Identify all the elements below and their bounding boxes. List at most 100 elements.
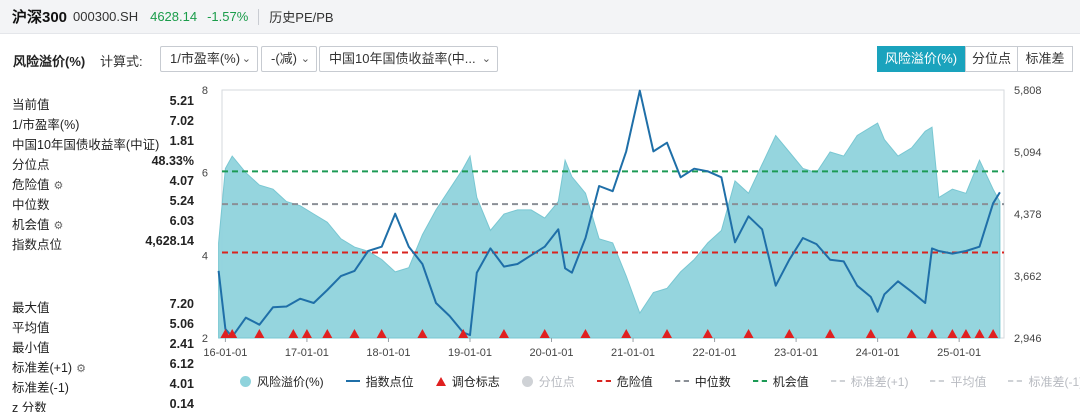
tab-risk-premium[interactable]: 风险溢价(%) [877,46,965,72]
stat-label-text: 指数点位 [12,238,63,252]
legend-item[interactable]: 指数点位 [345,373,414,390]
legend-item[interactable]: 标准差(+1) [830,373,909,390]
history-pepb-link[interactable]: 历史PE/PB [269,10,334,25]
x-tick-label: 25-01-01 [937,347,981,359]
stat-label: 最小值 [12,337,50,356]
rebalance-marker [988,329,999,338]
bond-yield-select-value: 中国10年国债收益率(中... [329,51,476,66]
rebalance-marker [417,329,428,338]
operator-select[interactable]: -(减) ⌄ [261,46,317,72]
rebalance-marker [458,329,469,338]
x-tick-label: 20-01-01 [529,347,573,359]
legend-item[interactable]: 标准差(-1) [1008,373,1080,390]
legend-label: 风险溢价(%) [257,374,324,389]
y-right-tick-label: 5,808 [1014,85,1042,97]
legend-item[interactable]: 分位点 [521,373,575,390]
stat-label: 1/市盈率(%) [12,114,79,133]
stat-row: 1/市盈率(%) 7.02 [12,112,194,132]
y-left-tick-label: 2 [202,333,208,345]
chevron-down-icon: ⌄ [241,53,251,65]
y-left-tick-label: 6 [202,168,208,180]
rebalance-marker [498,329,509,338]
stat-label-text: z 分数 [12,401,47,412]
tab-quantile[interactable]: 分位点 [965,46,1018,72]
stat-label: 分位点 [12,154,50,173]
legend-label: 危险值 [616,374,653,389]
legend-swatch [830,380,845,382]
stat-label-text: 当前值 [12,98,50,112]
metric-title: 风险溢价(%) [13,54,86,69]
legend-item[interactable]: 危险值 [596,373,653,390]
gear-icon[interactable]: ⚙ [53,220,64,232]
stat-label: 机会值 ⚙ [12,214,63,233]
index-name: 沪深300 [12,9,68,26]
index-change: -1.57% [207,9,249,24]
stat-value: 6.12 [169,357,194,371]
legend-label: 平均值 [950,374,987,389]
stat-value: 4.01 [169,377,194,391]
operator-select-value: -(减) [271,51,297,66]
stat-value: 5.21 [169,94,194,108]
gear-icon[interactable]: ⚙ [76,363,86,375]
stat-label: 平均值 [12,317,50,336]
bond-yield-select[interactable]: 中国10年国债收益率(中... ⌄ [319,46,498,72]
rebalance-marker [322,329,333,338]
legend-label: 指数点位 [365,374,414,389]
legend-item[interactable]: 平均值 [930,373,986,390]
legend-label: 标准差(+1) [850,374,909,389]
stat-row: 分位点 48.33% [12,152,194,172]
stat-label-text: 中位数 [12,198,50,212]
y-right-tick-label: 3,662 [1014,271,1042,283]
stat-label: 中位数 [12,194,50,213]
stat-label-text: 平均值 [12,321,50,335]
formula-label: 计算式: [100,54,143,69]
separator [258,8,260,25]
numerator-select-value: 1/市盈率(%) [170,51,241,66]
legend-item[interactable]: 风险溢价(%) [240,373,324,390]
legend-label: 调仓标志 [451,374,500,389]
y-left-tick-label: 4 [202,250,208,262]
legend-swatch [752,380,767,382]
stats-bottom-group: 最大值 7.20 平均值 5.06 最小值 2.41 标准差(+1) ⚙ 6.12 标准差(-1)… [12,295,194,412]
stat-label: 最大值 [12,297,50,316]
legend-label: 标准差(-1) [1028,374,1080,389]
gear-icon[interactable]: ⚙ [53,180,64,192]
legend-item[interactable]: 调仓标志 [435,373,500,390]
y-right-tick-label: 4,378 [1014,209,1042,221]
stat-label: 标准差(-1) [12,377,69,396]
risk-premium-area [218,122,1001,339]
y-right-tick-label: 5,094 [1014,147,1042,159]
stat-label-text: 中国10年国债收益率(中证) [12,138,160,152]
stat-row: 平均值 5.06 [12,315,194,335]
x-tick-label: 17-01-01 [285,347,329,359]
legend-swatch [521,375,533,387]
stat-label-text: 分位点 [12,158,50,172]
legend-swatch [596,380,611,382]
stat-row: 最小值 2.41 [12,335,194,355]
x-tick-label: 16-01-01 [203,347,247,359]
numerator-select[interactable]: 1/市盈率(%) ⌄ [160,46,258,72]
stat-row: 当前值 5.21 [12,92,194,112]
legend-label: 中位数 [694,374,731,389]
stat-value: 7.02 [169,114,194,128]
index-price: 4628.14 [150,9,198,24]
stats-top-group: 当前值 5.21 1/市盈率(%) 7.02 中国10年国债收益率(中证) 1.81 分位点… [12,92,194,252]
stat-value: 48.33% [151,154,194,168]
stat-label: z 分数 [12,397,47,412]
legend-label: 分位点 [538,374,575,389]
legend-item[interactable]: 中位数 [674,373,731,390]
tab-std-dev[interactable]: 标准差 [1017,46,1073,72]
stat-label-text: 危险值 [12,178,50,192]
rebalance-marker [349,329,360,338]
legend-swatch [674,380,689,382]
stat-row: 机会值 ⚙ 6.03 [12,212,194,232]
index-line [217,89,1001,338]
x-tick-label: 22-01-01 [693,347,737,359]
rebalance-marker [865,329,876,338]
x-tick-label: 19-01-01 [448,347,492,359]
stat-row: 标准差(+1) ⚙ 6.12 [12,355,194,375]
legend-item[interactable]: 机会值 [752,373,809,390]
rebalance-marker [743,329,754,338]
stat-row: 危险值 ⚙ 4.07 [12,172,194,192]
legend-swatch [240,375,251,387]
